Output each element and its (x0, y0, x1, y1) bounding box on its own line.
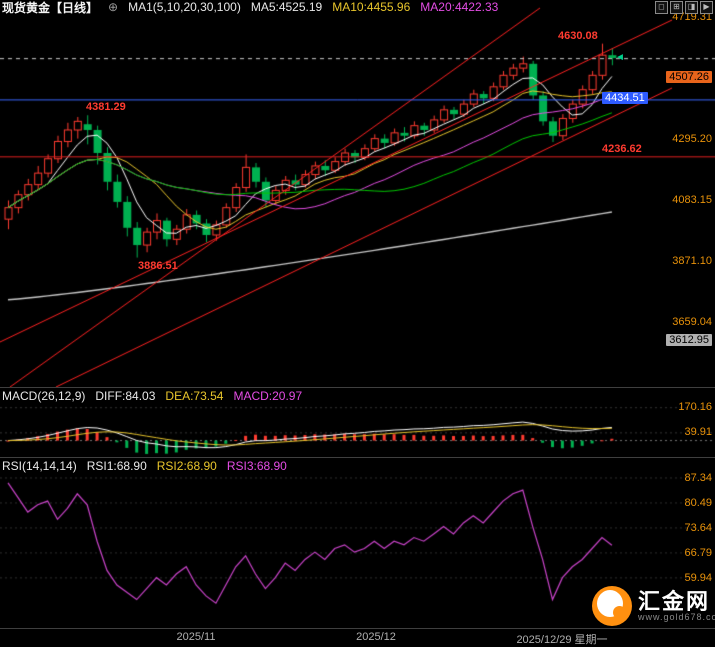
symbol-period-title: 现货黄金【日线】 (2, 0, 99, 15)
next-page-icon[interactable]: ▶ (700, 1, 713, 14)
period-high-label: 4630.08 (558, 30, 598, 42)
last-price-marker-icon: ◄ (615, 52, 625, 63)
ma20-value: MA20:4422.33 (420, 0, 499, 14)
rsi-axis-tick: 80.49 (684, 497, 712, 509)
rsi2-value: RSI2:68.90 (156, 459, 217, 473)
window-controls: ◻ ⊞ ◨ ▶ (655, 1, 713, 14)
rsi-header: RSI(14,14,14) RSI1:68.90 RSI2:68.90 RSI3… (2, 459, 287, 473)
macd-axis-tick: 39.91 (684, 426, 712, 438)
price-tick: 4295.20 (672, 133, 712, 145)
rsi3-value: RSI3:68.90 (226, 459, 287, 473)
last-price-tag: 4507.26 (666, 71, 712, 83)
ma10-value: MA10:4455.96 (332, 0, 411, 14)
split-view-icon[interactable]: ◨ (685, 1, 698, 14)
red-alert-line-label: 4236.62 (602, 143, 642, 155)
macd-hist-value: MACD:20.97 (233, 389, 303, 403)
swing-low-label: 3886.51 (138, 260, 178, 272)
site-logo-name: 汇金网 (638, 588, 711, 614)
macd-params: MACD(26,12,9) (2, 389, 86, 403)
price-chart-canvas[interactable] (0, 0, 715, 387)
grid-layout-icon[interactable]: ⊞ (670, 1, 683, 14)
macd-axis-tick: 170.16 (678, 401, 712, 413)
time-axis-label: 2025/11 (176, 631, 216, 643)
ma5-value: MA5:4525.19 (250, 0, 323, 14)
chart-header: 现货黄金【日线】 ⊕ MA1(5,10,20,30,100) MA5:4525.… (2, 0, 499, 15)
site-logo-url: www.gold678.com (638, 611, 715, 622)
rsi-axis-tick: 66.79 (684, 547, 712, 559)
blue-alert-line-tag: 4434.51 (602, 92, 648, 104)
macd-diff-value: DIFF:84.03 (95, 389, 156, 403)
rsi-axis-tick: 59.94 (684, 572, 712, 584)
indicator-settings-icon[interactable]: ⊕ (108, 0, 119, 14)
time-axis-label-current: 2025/12/29 星期一 (516, 634, 608, 646)
site-logo-icon (592, 586, 632, 626)
left-peak-label: 4381.29 (86, 101, 126, 113)
macd-panel-canvas[interactable] (0, 400, 715, 457)
rsi1-value: RSI1:68.90 (86, 459, 147, 473)
rsi-params: RSI(14,14,14) (2, 459, 77, 473)
panel-divider (0, 457, 715, 458)
price-tick: 3659.04 (672, 316, 712, 328)
ma-settings-label: MA1(5,10,20,30,100) (128, 0, 241, 14)
macd-dea-value: DEA:73.54 (165, 389, 224, 403)
rsi-axis-tick: 87.34 (684, 472, 712, 484)
single-view-layout-icon[interactable]: ◻ (655, 1, 668, 14)
price-tick: 4083.15 (672, 194, 712, 206)
time-axis-label: 2025/12 (356, 631, 396, 643)
price-tick: 3871.10 (672, 255, 712, 267)
low-price-tag: 3612.95 (666, 334, 712, 346)
macd-header: MACD(26,12,9) DIFF:84.03 DEA:73.54 MACD:… (2, 389, 302, 403)
panel-divider (0, 387, 715, 388)
price-tick: 4719.31 (672, 11, 712, 23)
panel-divider (0, 628, 715, 629)
site-logo: 汇金网 www.gold678.com (592, 586, 715, 626)
rsi-axis-tick: 73.64 (684, 522, 712, 534)
